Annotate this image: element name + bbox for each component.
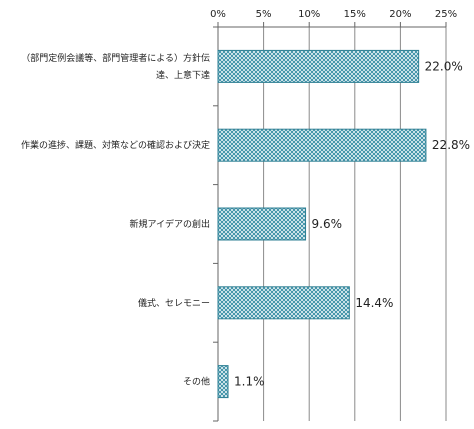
category-label: （部門定例会議等、部門管理者による）方針伝	[21, 52, 210, 64]
bar	[217, 207, 307, 241]
bar	[217, 128, 427, 162]
value-label: 22.8%	[432, 138, 470, 152]
category-label: 達、上意下達	[156, 69, 210, 81]
x-tick-label: 10%	[298, 9, 320, 20]
value-label: 9.6%	[312, 217, 343, 231]
category-label: その他	[183, 376, 210, 388]
value-label: 14.4%	[355, 296, 393, 310]
x-tick-label: 25%	[435, 9, 457, 20]
category-label: 新規アイデアの創出	[129, 218, 210, 230]
x-tick-label: 15%	[344, 9, 366, 20]
axis-layer: 0% 5% 10% 15% 20% 25%	[210, 9, 457, 422]
value-label: 22.0%	[425, 59, 463, 73]
category-label: 儀式、セレモニー	[138, 297, 210, 309]
x-tick-label: 5%	[256, 9, 272, 20]
x-tick-label: 20%	[389, 9, 411, 20]
x-tick-label: 0%	[210, 9, 226, 20]
bar-layer	[217, 49, 427, 399]
bar	[217, 365, 229, 399]
bar	[217, 286, 350, 320]
value-label: 1.1%	[234, 375, 264, 389]
grid-layer	[263, 27, 447, 421]
bar	[217, 49, 420, 83]
category-label: 作業の進捗、課題、対策などの確認および決定	[21, 139, 210, 151]
